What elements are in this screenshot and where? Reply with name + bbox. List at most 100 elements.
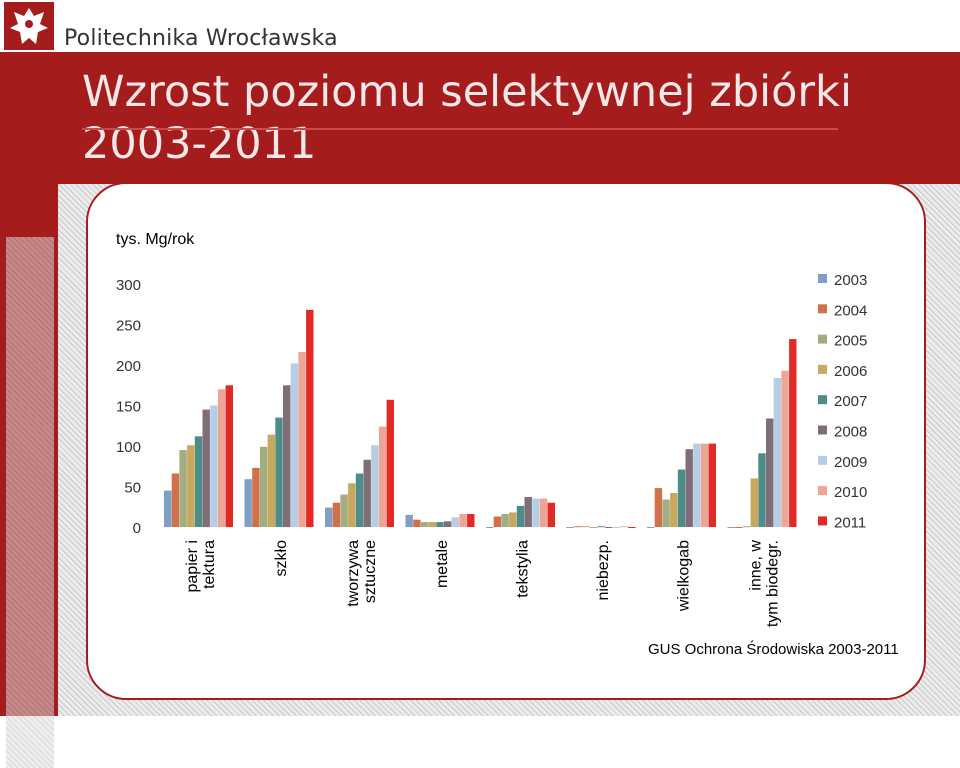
y-axis: 0 50 100 150 200 250 300 [116,277,141,537]
bar-2003-5 [486,527,494,528]
legend-label-2009: 2009 [834,454,867,471]
bar-2004-3 [332,502,341,527]
bar-2011-1 [225,385,233,528]
bar-2005-7 [662,499,670,527]
bar-2005-1 [179,450,187,528]
legend-label-2006: 2006 [834,363,867,380]
x-category-label: niebezp. [595,540,612,601]
bar-chart: tys. Mg/rok 0 50 100 150 200 250 300 papier it… [116,231,867,628]
bar-2010-5 [539,498,548,527]
bar-2004-1 [171,473,180,527]
bar-2007-7 [677,469,686,527]
bar-2005-3 [340,494,348,527]
bar-2010-4 [459,514,467,527]
bar-2010-8 [781,370,789,527]
legend-swatch-2005 [818,334,827,344]
legend-swatch-2004 [818,304,827,314]
legend-label-2003: 2003 [834,272,867,289]
y-tick-label: 300 [116,277,141,294]
legend-swatch-2010 [818,486,827,496]
x-category-label: metale [434,540,451,588]
bar-2007-1 [194,436,203,527]
bar-2003-2 [244,479,252,527]
bar-2011-4 [467,514,475,527]
left-strip [0,52,58,768]
bar-2008-4 [444,521,452,527]
bar-2006-4 [428,522,436,527]
bar-2004-6 [574,526,582,528]
x-category-label: szkło [273,540,290,577]
bar-2006-1 [187,445,195,527]
y-tick-label: 250 [116,318,141,335]
bar-2006-5 [509,512,517,527]
bar-2003-1 [164,490,172,528]
bar-2004-7 [654,488,663,527]
bar-2011-8 [789,339,797,527]
bar-2007-4 [436,522,444,527]
legend-swatch-2006 [818,364,827,374]
bar-2005-4 [420,522,429,527]
bar-2003-7 [647,527,655,528]
bar-2008-8 [766,418,774,527]
legend-label-2011: 2011 [834,514,866,531]
university-logo [4,2,54,50]
legend-swatch-2007 [818,395,827,405]
bar-2011-2 [306,309,314,527]
x-category-label: papier itektura [184,540,218,593]
bar-2008-7 [685,449,693,527]
bar-2010-3 [378,426,387,527]
bar-2006-6 [589,527,597,528]
legend-label-2010: 2010 [834,484,867,501]
bar-2008-6 [605,527,613,528]
y-tick-label: 50 [124,480,141,497]
bar-2007-8 [758,453,766,527]
bar-2006-7 [670,493,678,527]
bar-2010-7 [700,443,709,527]
bar-2007-6 [597,526,605,528]
bar-2003-6 [566,527,574,528]
x-category-label: inne, wtym biodegr. [747,540,781,628]
bar-2005-5 [501,514,509,527]
bar-2003-4 [405,514,413,528]
bar-2005-6 [581,526,590,528]
bar-2006-2 [267,434,275,527]
bar-2009-4 [451,517,460,527]
bar-2009-6 [612,527,621,528]
bar-2008-1 [202,409,210,528]
bar-2011-3 [386,399,394,527]
bar-2009-5 [532,498,540,527]
legend-label-2007: 2007 [834,393,867,410]
bars [164,309,797,528]
bar-2011-5 [547,502,555,527]
bar-2009-2 [290,363,299,527]
bar-2010-6 [620,526,628,528]
bar-2008-3 [363,459,371,527]
bar-2007-2 [275,417,283,527]
bar-2009-7 [693,443,701,527]
bar-2011-6 [628,527,636,528]
legend-swatch-2003 [818,274,827,283]
legend-swatch-2008 [818,425,827,435]
bar-2010-1 [217,389,226,527]
legend-label-2004: 2004 [834,302,867,319]
x-category-label: wielkogab [675,540,692,612]
bar-2009-3 [371,445,379,527]
y-tick-label: 150 [116,399,141,416]
bar-2005-8 [742,526,751,528]
bar-2004-4 [413,519,421,527]
legend-swatch-2011 [818,516,827,526]
bar-2006-3 [348,483,356,527]
bar-2011-7 [708,443,716,527]
legend-label-2005: 2005 [834,333,867,350]
bar-2008-5 [524,497,532,527]
legend-swatch-2009 [818,455,827,465]
y-tick-label: 0 [133,520,141,537]
bar-2003-3 [325,507,333,527]
y-tick-label: 200 [116,358,141,375]
x-category-label: tworzywasztuczne [345,540,379,607]
bar-2008-2 [283,385,291,528]
bar-2009-1 [210,405,218,527]
bar-2004-2 [252,467,260,527]
bar-2010-2 [298,352,306,527]
legend-label-2008: 2008 [834,424,867,441]
